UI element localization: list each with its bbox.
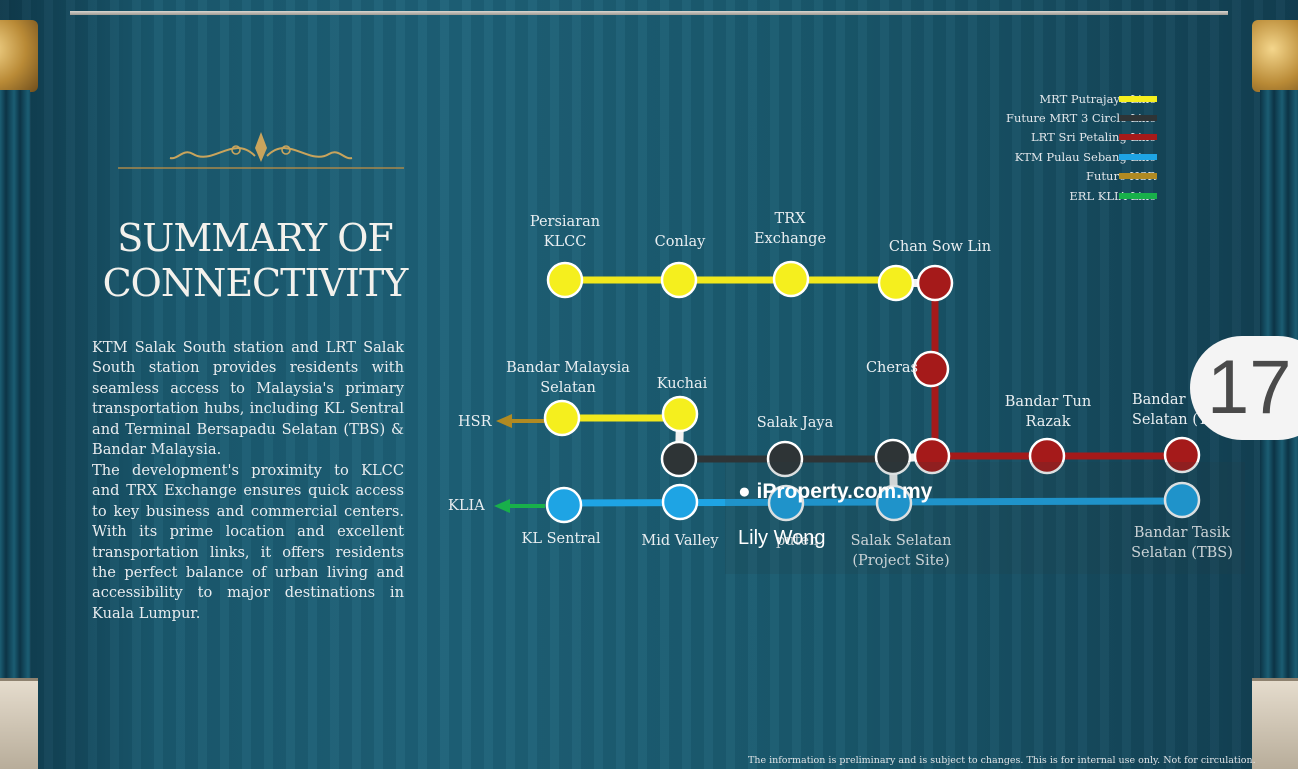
station-dot-conlay	[660, 261, 698, 299]
station-dot-bandar-malaysia-selatan	[543, 399, 581, 437]
legend-swatch	[1119, 154, 1157, 160]
pillar-capital	[0, 20, 38, 92]
station-dot-chan-sow-lin-red	[916, 264, 954, 302]
ornament-divider-icon	[118, 132, 404, 169]
left-pillar	[0, 0, 38, 769]
station-dot-bandar-tun-razak	[1028, 437, 1066, 475]
station-dot-chan-sow-lin-yellow	[877, 264, 915, 302]
watermark-agent: Lily Wong	[738, 527, 826, 549]
station-label-conlay: Conlay	[654, 234, 706, 250]
station-label-kuchai: Kuchai	[656, 376, 708, 392]
station-dot-bandar-tasik-selatan-ktm	[1163, 481, 1201, 519]
station-dots	[543, 260, 1201, 524]
legend-label: ERL KLIA Line	[1069, 189, 1156, 203]
paragraph-2: The development's proximity to KLCC and …	[92, 462, 404, 622]
legend-item: KTM Pulau Sebang Line	[1015, 148, 1156, 166]
station-dot-salak-selatan-mrt3	[874, 438, 912, 476]
destination-label-klia: KLIA	[448, 498, 485, 514]
station-dot-bandar-tasik-selatan-lrt	[1163, 436, 1201, 474]
pillar-shaft	[0, 90, 30, 679]
legend-swatch	[1119, 193, 1157, 199]
station-dot-kuchai-mrt3	[660, 440, 698, 478]
station-dot-salak-jaya	[766, 440, 804, 478]
pillar-capital	[1252, 20, 1298, 92]
legend-label: Future MRT 3 Circle Line	[1006, 111, 1156, 125]
station-dot-kuchai-yellow	[661, 395, 699, 433]
legend-label: LRT Sri Petaling Line	[1031, 130, 1156, 144]
legend-item: ERL KLIA Line	[1069, 187, 1156, 205]
legend-swatch	[1119, 173, 1157, 179]
location-pin-icon: ●	[738, 480, 751, 503]
title-line-2: CONNECTIVITY	[102, 261, 409, 305]
station-label-mid-valley: Mid Valley	[641, 533, 719, 549]
station-label-trx-exchange: TRX Exchange	[753, 211, 827, 247]
paragraph-1: KTM Salak South station and LRT Salak So…	[92, 339, 404, 459]
station-label-bandar-selatan: Bandar Selatan (T	[1132, 392, 1208, 428]
station-label-kl-sentral: KL Sentral	[521, 531, 601, 547]
legend-item: Future MRT 3 Circle Line	[1006, 109, 1156, 127]
station-label-bandar-malaysia-selatan: Bandar Malaysia Selatan	[506, 360, 630, 396]
pillar-base	[0, 678, 38, 769]
station-dot-trx-exchange	[772, 260, 810, 298]
top-rail	[70, 11, 1228, 15]
legend-item: MRT Putrajaya Line	[1039, 90, 1156, 108]
page-number-badge	[1190, 336, 1298, 440]
legend-label: KTM Pulau Sebang Line	[1014, 150, 1156, 164]
station-label-salak-selatan: Salak Selatan (Project Site)	[850, 533, 952, 569]
erl-arrow-icon	[494, 499, 510, 513]
station-dot-salak-selatan-ktm	[875, 484, 913, 522]
station-label-bandar-tasik-selatan: Bandar Tasik Selatan (TBS)	[1131, 525, 1233, 561]
watermark-brand-text: iProperty.com.my	[756, 480, 933, 503]
pillar-base	[1252, 678, 1298, 769]
station-dot-persiaran-klcc	[546, 261, 584, 299]
station-dot-mid-valley	[661, 483, 699, 521]
station-dot-seputeh	[767, 484, 805, 522]
hsr-arrow-icon	[496, 414, 512, 428]
legend-swatch	[1119, 96, 1157, 102]
title-line-1: SUMMARY OF	[117, 216, 393, 260]
footnote: The information is preliminary and is su…	[748, 755, 1256, 766]
legend-swatch	[1119, 134, 1157, 140]
station-label-salak-jaya: Salak Jaya	[756, 415, 834, 431]
station-label-seputeh: puteh	[776, 533, 819, 549]
station-label-persiaran-klcc: Persiaran KLCC	[529, 214, 601, 250]
legend-swatch	[1119, 115, 1157, 121]
station-label-chan-sow-lin: Chan Sow Lin	[888, 239, 992, 255]
page-number: 17	[1207, 345, 1292, 430]
legend-item: LRT Sri Petaling Line	[1031, 128, 1156, 146]
station-label-bandar-tun-razak: Bandar Tun Razak	[1004, 394, 1092, 430]
station-dot-kl-sentral	[545, 486, 583, 524]
station-dot-salak-selatan-lrt	[913, 437, 951, 475]
legend-label: MRT Putrajaya Line	[1039, 92, 1156, 106]
station-dot-cheras	[912, 350, 950, 388]
destination-label-hsr: HSR	[458, 414, 492, 430]
watermark-brand: ● iProperty.com.my	[738, 480, 932, 504]
watermark-panel	[725, 462, 1245, 574]
station-label-cheras: Cheras	[865, 360, 918, 376]
